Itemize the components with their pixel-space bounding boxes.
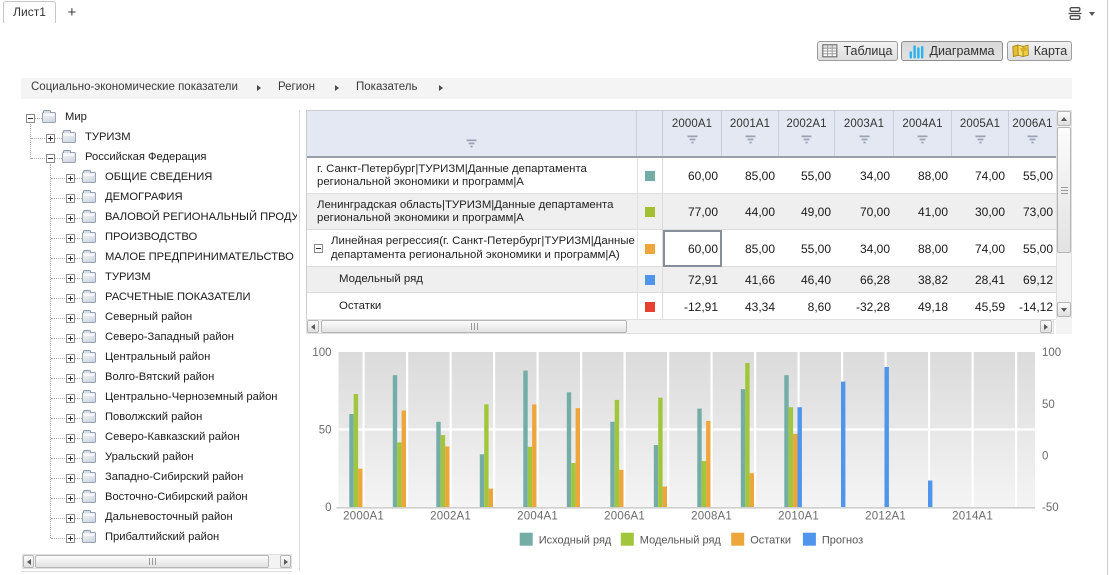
svg-text:2008A1: 2008A1 — [691, 511, 732, 523]
svg-text:2010A1: 2010A1 — [778, 511, 819, 523]
svg-text:2004A1: 2004A1 — [517, 511, 558, 523]
svg-text:Модельный ряд: Модельный ряд — [640, 535, 722, 547]
svg-text:2014A1: 2014A1 — [952, 511, 993, 523]
svg-text:50: 50 — [1042, 399, 1055, 411]
svg-text:Остатки: Остатки — [750, 535, 791, 547]
svg-text:-50: -50 — [1042, 502, 1059, 514]
svg-text:50: 50 — [319, 425, 332, 437]
svg-text:100: 100 — [312, 347, 331, 359]
svg-text:2000A1: 2000A1 — [343, 511, 384, 523]
svg-text:2006A1: 2006A1 — [604, 511, 645, 523]
svg-text:100: 100 — [1042, 347, 1061, 359]
svg-text:0: 0 — [1042, 451, 1048, 463]
svg-text:0: 0 — [325, 502, 331, 514]
svg-text:Прогноз: Прогноз — [822, 535, 863, 547]
svg-text:2012A1: 2012A1 — [865, 511, 906, 523]
svg-text:Исходный ряд: Исходный ряд — [539, 535, 612, 547]
svg-text:2002A1: 2002A1 — [430, 511, 471, 523]
